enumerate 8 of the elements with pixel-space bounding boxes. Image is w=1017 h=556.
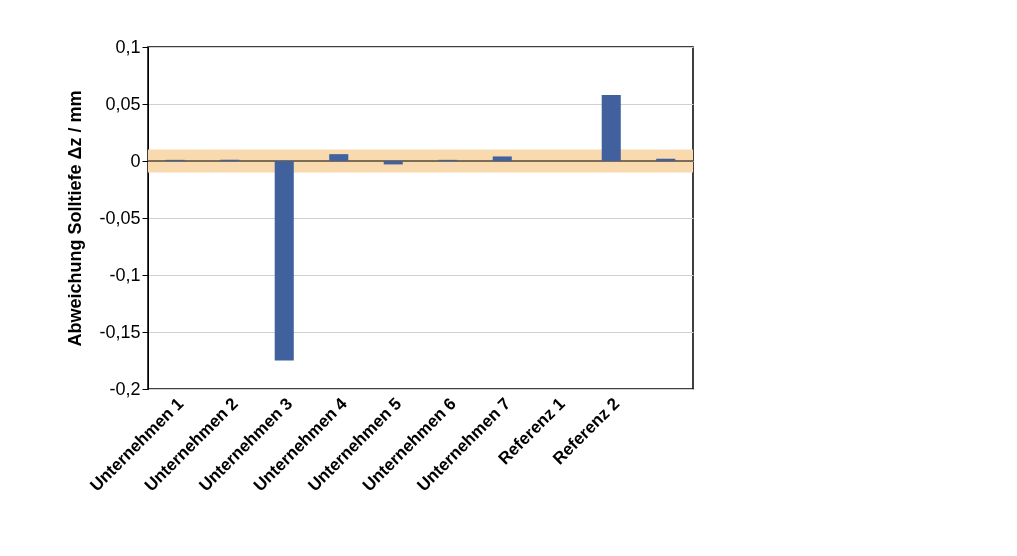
y-tick-label: -0,05 [99,207,141,228]
y-tick-label: -0,15 [99,321,141,342]
y-tick-label: -0,1 [109,264,141,285]
y-tick-label: -0,2 [109,378,141,399]
y-tick-label: 0 [130,150,141,171]
y-axis-title: Abweichung Solltiefe Δz / mm [65,90,86,347]
y-tick-label: 0,1 [115,36,141,57]
y-tick-label: 0,05 [105,93,141,114]
